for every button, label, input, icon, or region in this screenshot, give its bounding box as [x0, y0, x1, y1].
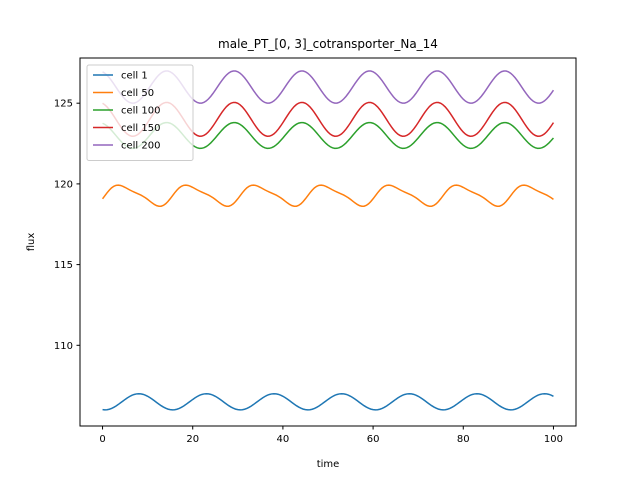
axes-ticks: 0 20 40 60 80 100 110 115 120 125 [54, 99, 563, 445]
x-tick-label: 0 [99, 434, 105, 445]
legend-label: cell 200 [121, 141, 160, 152]
x-tick-label: 100 [544, 434, 563, 445]
y-axis-label: flux [26, 233, 37, 252]
x-tick-label: 20 [186, 434, 199, 445]
x-tick-label: 80 [457, 434, 470, 445]
x-tick-label: 40 [277, 434, 290, 445]
x-axis-label: time [317, 459, 340, 470]
legend-label: cell 100 [121, 106, 160, 117]
y-tick-label: 115 [54, 260, 73, 271]
chart-title: male_PT_[0, 3]_cotransporter_Na_14 [218, 37, 438, 51]
legend-label: cell 150 [121, 123, 160, 134]
series-line-2 [101, 184, 554, 208]
legend: cell 1 cell 50 cell 100 cell 150 cell 200 [86, 64, 194, 161]
plot-frame [79, 57, 577, 427]
legend-label: cell 50 [121, 88, 154, 99]
series-line-1 [102, 392, 554, 411]
legend-box [86, 64, 194, 161]
y-tick-label: 110 [54, 341, 73, 352]
legend-label: cell 1 [121, 71, 148, 82]
y-tick-label: 125 [54, 99, 73, 110]
x-tick-label: 60 [367, 434, 380, 445]
y-tick-label: 120 [54, 179, 73, 190]
